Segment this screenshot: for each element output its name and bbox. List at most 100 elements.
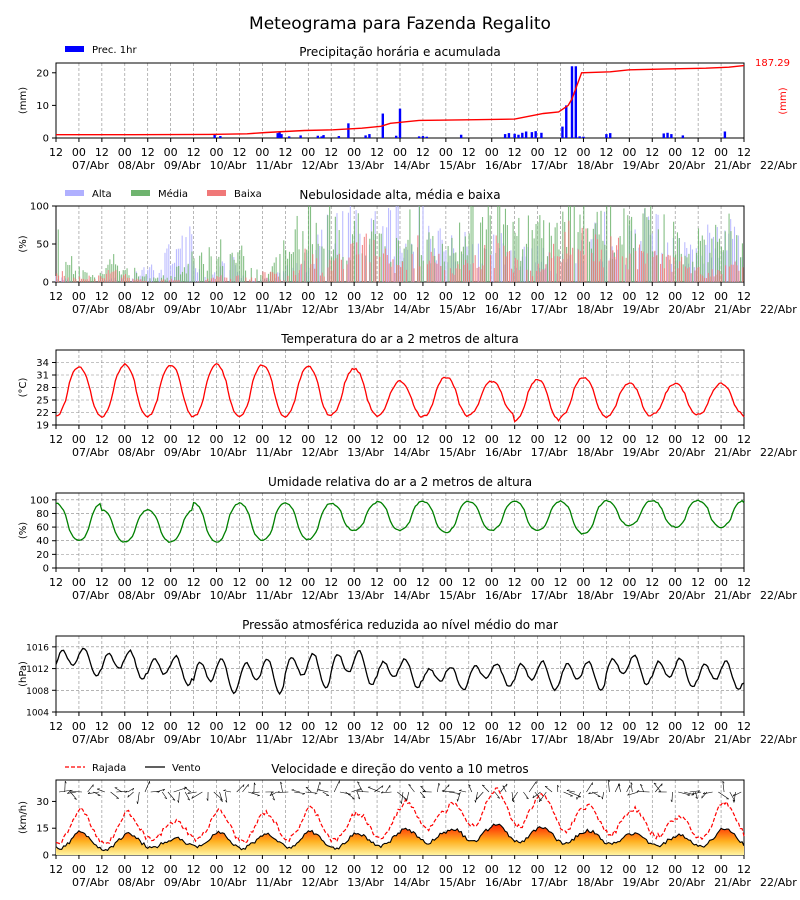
cloud-bar [266,277,268,282]
x-tick-label: 12 [95,576,109,589]
cloud-bar [606,206,608,282]
wind-arrow-head [468,784,471,787]
y-tick-label: 25 [36,396,49,407]
y-axis-label: (%) [18,235,29,252]
cloud-bar [698,266,700,282]
cloud-bar [420,255,422,282]
x-date-label: 20/Abr [668,303,705,316]
cloud-bar [197,281,199,282]
cloud-bar [495,235,497,282]
cloud-bar [230,278,232,282]
cloud-bar [652,257,654,282]
wind-direction-arrow [523,791,529,799]
cloud-bar [306,249,308,282]
cloud-bar [673,221,675,282]
x-tick-label: 12 [141,433,155,446]
cloud-bar [237,252,239,282]
cloud-bar [173,262,176,282]
cloud-bar [348,257,350,282]
cloud-bar [158,272,160,282]
cloud-bar [183,267,185,282]
wind-arrow-head [257,795,260,797]
cloud-bar [231,252,233,282]
cloud-bar [457,264,459,282]
wind-arrow-head [291,789,295,791]
precip-bar [299,135,302,138]
cloud-bar [539,215,541,282]
y-axis-label: (km/h) [18,801,29,834]
cloud-bar [546,256,549,282]
precip-bar [517,134,520,138]
cloud-bar [283,280,285,282]
cloud-bar [273,262,275,282]
cloud-bar [202,264,205,282]
x-tick-label: 12 [49,433,63,446]
cloud-bar [453,253,455,282]
cloud-bar [178,279,180,282]
wind-arrow-head [356,790,359,792]
cloud-bar [541,238,543,282]
x-tick-label: 00 [393,863,407,876]
precip-bar [662,133,665,138]
y-tick-label: 34 [36,358,49,369]
wind-direction-arrow [528,781,537,793]
cloud-bar [222,266,224,282]
cloud-bar [717,241,719,282]
x-tick-label: 12 [416,720,430,733]
cloud-bar [309,206,312,282]
x-tick-label: 12 [599,863,613,876]
cloud-bar [653,251,655,282]
wind-direction-arrow [586,782,593,793]
wind-direction-arrow [502,785,507,793]
cloud-bar [623,208,625,282]
cloud-bar [101,273,103,282]
cloud-bar [361,244,363,282]
x-tick-label: 12 [645,146,659,159]
cloud-bar [627,269,629,282]
cloud-bar [445,250,447,282]
cloud-bar [177,248,179,282]
precip-bar [276,133,279,138]
precip-bar [347,123,350,138]
cloud-bar [126,268,128,282]
wind-arrow-head [251,791,254,794]
cloud-bar [499,206,501,282]
x-tick-label: 00 [255,290,269,303]
cloud-bar [705,244,707,282]
cloud-bar [470,206,472,282]
y-axis-label-right: (mm) [778,87,789,114]
x-tick-label: 12 [187,576,201,589]
x-tick-label: 00 [439,146,453,159]
panel-title: Temperatura do ar a 2 metros de altura [280,332,519,346]
cloud-bar [422,206,424,282]
cloud-bar [312,254,314,282]
x-tick-label: 12 [599,720,613,733]
cloud-bar [260,275,262,282]
cloud-bar [724,265,727,282]
y-tick-label: 10 [36,101,49,112]
cloud-bar [568,220,570,282]
cloud-bar [321,246,323,282]
cloud-bar [661,252,663,282]
y-tick-label: 0 [43,278,49,289]
x-tick-label: 00 [714,433,728,446]
x-tick-label: 12 [232,720,246,733]
cloud-bar [543,269,545,282]
precip-bar [278,132,281,138]
wind-arrow-head [357,781,360,784]
x-tick-label: 00 [622,433,636,446]
x-date-label: 20/Abr [668,733,705,746]
cloud-bar [185,237,187,282]
cloud-bar [277,272,279,282]
cloud-bar [614,256,616,282]
wind-direction-arrow [67,791,77,794]
cloud-bar [116,265,119,282]
x-date-label: 13/Abr [347,589,384,602]
cloud-bar [703,277,706,282]
wind-direction-arrow [532,791,541,799]
cloud-bar [437,230,439,282]
precip-bar [570,66,574,138]
cloud-bar [162,275,164,282]
wind-direction-arrow [457,791,461,802]
